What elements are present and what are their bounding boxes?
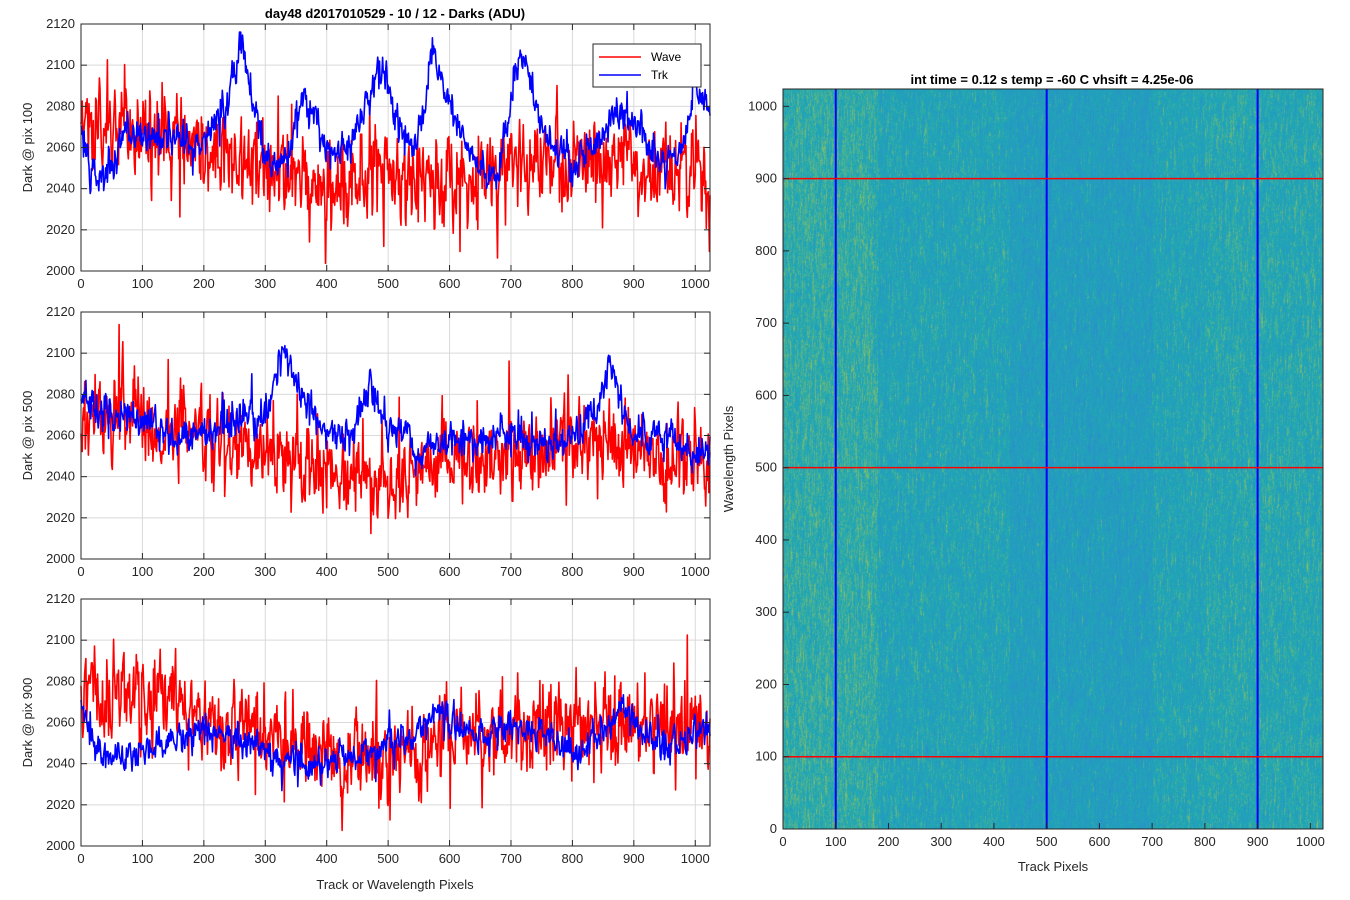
- x-tick-label: 1000: [681, 564, 710, 579]
- y-tick-label: 2060: [46, 140, 75, 155]
- heatmap-panel: int time = 0.12 s temp = -60 C vhsift = …: [721, 72, 1325, 874]
- y-tick-label: 800: [755, 243, 777, 258]
- y-tick-label: 0: [770, 821, 777, 836]
- x-tick-label: 400: [983, 834, 1005, 849]
- x-tick-label: 200: [878, 834, 900, 849]
- heatmap-title: int time = 0.12 s temp = -60 C vhsift = …: [911, 72, 1194, 87]
- x-tick-label: 900: [623, 851, 645, 866]
- x-tick-label: 500: [1036, 834, 1058, 849]
- y-tick-label: 200: [755, 676, 777, 691]
- legend: Wave Trk: [592, 43, 702, 88]
- x-tick-label: 500: [377, 564, 399, 579]
- x-tick-label: 500: [377, 851, 399, 866]
- x-tick-label: 800: [1194, 834, 1216, 849]
- y-tick-label: 2060: [46, 715, 75, 730]
- y-tick-label: 2040: [46, 469, 75, 484]
- y-tick-label: 2100: [46, 345, 75, 360]
- y-tick-label: 2100: [46, 632, 75, 647]
- x-tick-label: 0: [77, 564, 84, 579]
- x-tick-label: 0: [779, 834, 786, 849]
- x-tick-label: 100: [132, 564, 154, 579]
- y-axis-label: Dark @ pix 900: [20, 678, 35, 768]
- y-tick-label: 2120: [46, 16, 75, 31]
- legend-label-trk: Trk: [651, 68, 669, 82]
- line-panel-pix-100: 0 100 200 300 400 500 600 700 800 900 1000 2000 2020…: [20, 16, 711, 291]
- x-tick-label: 400: [316, 564, 338, 579]
- x-tick-label: 700: [500, 564, 522, 579]
- heatmap-overlay: 0 100 200 300 400 500 600 700 800 900 1000 0 100 200 3…: [748, 88, 1325, 849]
- x-tick-label: 0: [77, 276, 84, 291]
- y-tick-label: 400: [755, 532, 777, 547]
- x-tick-label: 100: [132, 851, 154, 866]
- series-line-trk: [80, 31, 711, 195]
- x-tick-label: 500: [377, 276, 399, 291]
- heatmap-x-axis-label: Track Pixels: [1018, 859, 1089, 874]
- x-tick-label: 1000: [681, 851, 710, 866]
- series-line-trk: [80, 693, 711, 792]
- x-tick-label: 600: [1089, 834, 1111, 849]
- x-tick-label: 600: [439, 851, 461, 866]
- y-tick-label: 900: [755, 171, 777, 186]
- y-tick-label: 600: [755, 387, 777, 402]
- x-tick-label: 900: [1247, 834, 1269, 849]
- x-tick-label: 800: [562, 276, 584, 291]
- y-tick-label: 100: [755, 749, 777, 764]
- x-tick-label: 100: [825, 834, 847, 849]
- x-tick-label: 700: [500, 276, 522, 291]
- y-tick-label: 2020: [46, 222, 75, 237]
- line-panel-pix-900: 0 100 200 300 400 500 600 700 800 900 1000 2000 2020…: [20, 591, 711, 866]
- y-axis-label: Dark @ pix 500: [20, 391, 35, 481]
- x-tick-label: 400: [316, 276, 338, 291]
- x-tick-label: 400: [316, 851, 338, 866]
- y-tick-label: 2040: [46, 181, 75, 196]
- heatmap-frame: [782, 88, 1324, 830]
- x-tick-label: 700: [500, 851, 522, 866]
- x-tick-label: 300: [254, 851, 276, 866]
- x-tick-label: 200: [193, 851, 215, 866]
- x-tick-label: 100: [132, 276, 154, 291]
- y-tick-label: 2020: [46, 510, 75, 525]
- series-line-trk: [80, 344, 711, 477]
- x-tick-label: 600: [439, 276, 461, 291]
- y-tick-label: 2040: [46, 756, 75, 771]
- y-tick-label: 2120: [46, 304, 75, 319]
- y-tick-label: 1000: [748, 98, 777, 113]
- y-tick-label: 2000: [46, 838, 75, 853]
- legend-box: [592, 43, 702, 88]
- x-tick-label: 1000: [1296, 834, 1325, 849]
- x-tick-label: 800: [562, 564, 584, 579]
- heatmap-image: [783, 89, 1323, 829]
- x-tick-label: 900: [623, 276, 645, 291]
- y-tick-label: 2080: [46, 98, 75, 113]
- y-tick-label: 2080: [46, 673, 75, 688]
- y-tick-label: 2120: [46, 591, 75, 606]
- x-tick-label: 200: [193, 276, 215, 291]
- y-tick-label: 2020: [46, 797, 75, 812]
- x-tick-label: 200: [193, 564, 215, 579]
- line-panel-pix-500: 0 100 200 300 400 500 600 700 800 900 1000 2000 2020…: [20, 304, 711, 579]
- x-tick-label: 1000: [681, 276, 710, 291]
- y-tick-label: 2000: [46, 551, 75, 566]
- x-tick-label: 300: [254, 564, 276, 579]
- y-tick-label: 500: [755, 460, 777, 475]
- x-tick-label: 300: [930, 834, 952, 849]
- y-tick-label: 2080: [46, 386, 75, 401]
- x-tick-label: 900: [623, 564, 645, 579]
- shared-x-axis-label: Track or Wavelength Pixels: [316, 877, 474, 892]
- y-tick-label: 2000: [46, 263, 75, 278]
- x-tick-label: 700: [1141, 834, 1163, 849]
- x-tick-label: 0: [77, 851, 84, 866]
- y-tick-label: 700: [755, 315, 777, 330]
- x-tick-label: 300: [254, 276, 276, 291]
- x-tick-label: 800: [562, 851, 584, 866]
- x-tick-label: 600: [439, 564, 461, 579]
- y-axis-label: Dark @ pix 100: [20, 103, 35, 193]
- y-tick-label: 300: [755, 604, 777, 619]
- legend-label-wave: Wave: [651, 50, 682, 64]
- figure-title: day48 d2017010529 - 10 / 12 - Darks (ADU…: [265, 6, 525, 21]
- heatmap-y-axis-label: Wavelength Pixels: [721, 405, 736, 512]
- y-tick-label: 2060: [46, 428, 75, 443]
- y-tick-label: 2100: [46, 57, 75, 72]
